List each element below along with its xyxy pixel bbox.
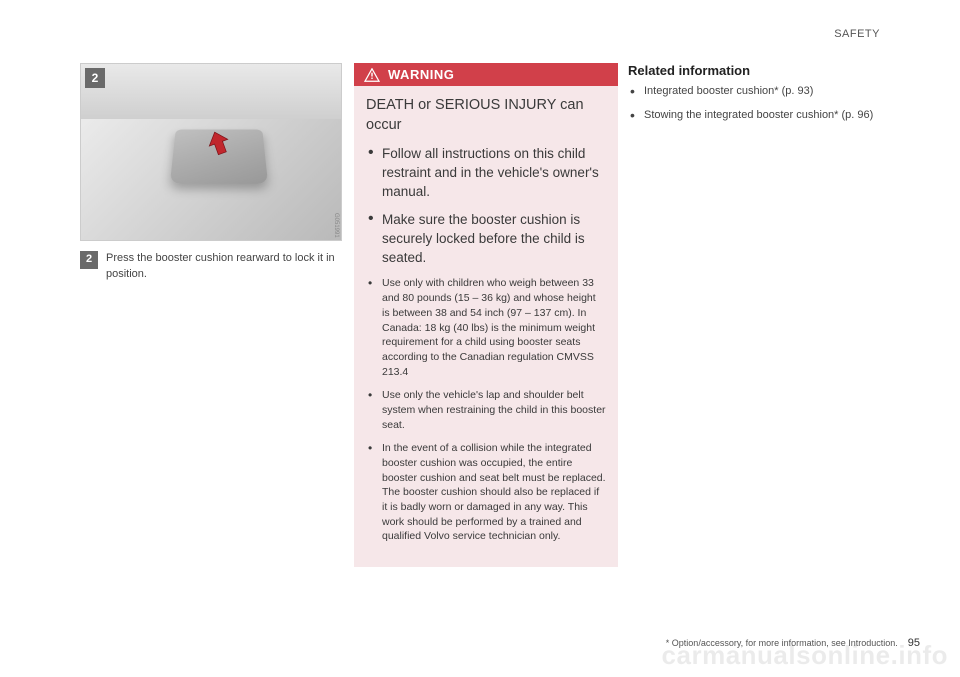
warning-label: WARNING — [388, 67, 454, 82]
illustration-booster-cushion: 2 G051991 — [80, 63, 342, 241]
related-heading: Related information — [628, 63, 880, 78]
push-arrow-icon — [205, 130, 233, 158]
warning-item: Make sure the booster cushion is securel… — [366, 211, 606, 268]
warning-item: In the event of a collision while the in… — [366, 441, 606, 544]
related-item: Integrated booster cushion* (p. 93) — [628, 84, 880, 100]
warning-triangle-icon — [364, 68, 380, 82]
related-list: Integrated booster cushion* (p. 93) Stowi… — [628, 84, 880, 124]
warning-item: Follow all instructions on this child re… — [366, 145, 606, 202]
warning-header: WARNING — [354, 63, 618, 86]
step-number-badge: 2 — [80, 251, 98, 269]
seat-backrest-shape — [81, 64, 341, 119]
illustration-code: G051991 — [333, 213, 339, 238]
step-2: 2 Press the booster cushion rearward to … — [80, 251, 342, 283]
section-header: SAFETY — [834, 28, 880, 40]
page-number: 95 — [908, 637, 920, 649]
step-text: Press the booster cushion rearward to lo… — [106, 251, 342, 283]
column-3: Related information Integrated booster c… — [628, 63, 880, 567]
page-footer: * Option/accessory, for more information… — [666, 637, 920, 649]
warning-box: WARNING DEATH or SERIOUS INJURY can occu… — [354, 63, 618, 567]
warning-list: Follow all instructions on this child re… — [366, 145, 606, 544]
illustration-step-badge: 2 — [85, 68, 105, 88]
column-2: WARNING DEATH or SERIOUS INJURY can occu… — [354, 63, 606, 567]
related-item: Stowing the integrated booster cushion* … — [628, 108, 880, 124]
warning-item: Use only with children who weigh between… — [366, 276, 606, 379]
warning-body: DEATH or SERIOUS INJURY can occur Follow… — [354, 86, 618, 567]
warning-lead: DEATH or SERIOUS INJURY can occur — [366, 96, 606, 135]
warning-item: Use only the vehicle's lap and shoulder … — [366, 388, 606, 432]
column-1: 2 G051991 2 Press the booster cushion re… — [80, 63, 332, 567]
footnote: * Option/accessory, for more information… — [666, 638, 898, 648]
